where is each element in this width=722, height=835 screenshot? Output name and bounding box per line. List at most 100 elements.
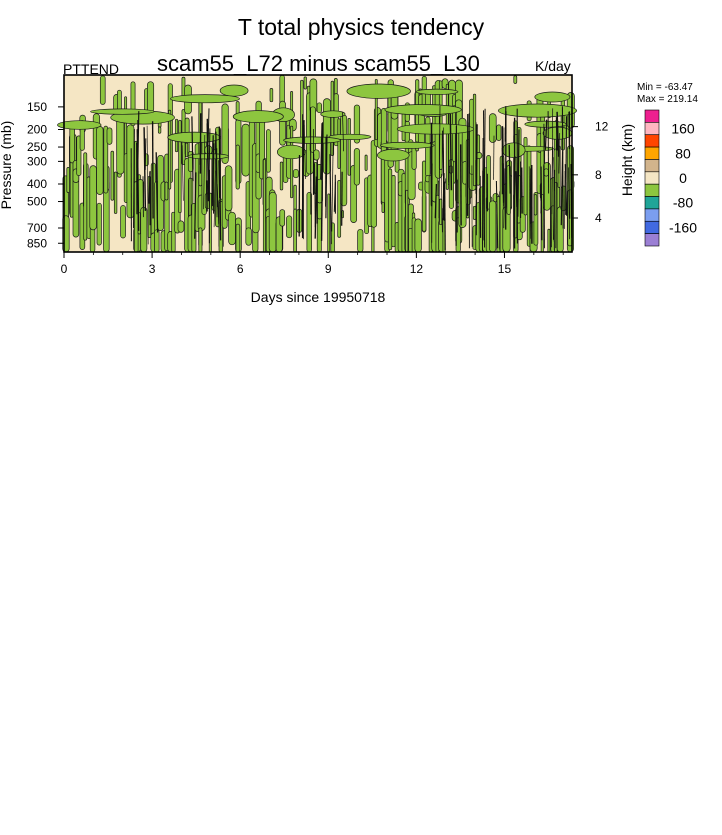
negative-patch xyxy=(280,162,283,190)
colorbar-swatch xyxy=(645,147,659,159)
negative-patch xyxy=(127,125,134,218)
negative-patch xyxy=(246,228,252,246)
negative-patch xyxy=(97,126,104,194)
negative-patch xyxy=(117,115,124,174)
negative-patch xyxy=(155,230,160,252)
negative-patch xyxy=(158,127,161,133)
negative-patch xyxy=(266,130,270,173)
negative-patch xyxy=(294,209,297,252)
y-tick-label: 200 xyxy=(27,122,47,136)
y-axis-label: Pressure (mb) xyxy=(0,121,14,210)
negative-patch xyxy=(165,182,168,200)
negative-patch xyxy=(169,110,171,189)
x-tick-label: 12 xyxy=(410,262,424,276)
negative-patch xyxy=(406,190,408,252)
negative-patch xyxy=(293,169,298,178)
negative-patch xyxy=(328,194,330,252)
negative-patch xyxy=(304,77,307,89)
negative-patch xyxy=(489,201,496,252)
negative-patch xyxy=(290,126,292,198)
y-tick-label: 700 xyxy=(27,221,47,235)
variable-label: PTTEND xyxy=(63,61,119,77)
colorbar-swatch xyxy=(645,159,659,171)
negative-patch xyxy=(270,88,273,101)
colorbar-label: 80 xyxy=(675,145,691,161)
y-axis-right-label: Height (km) xyxy=(619,124,635,196)
negative-patch xyxy=(225,166,232,211)
negative-patch xyxy=(178,221,184,233)
colorbar-swatch xyxy=(645,234,659,246)
colorbar-label: -80 xyxy=(673,195,693,211)
negative-patch xyxy=(416,89,458,94)
chart-title: T total physics tendency xyxy=(0,14,722,41)
negative-patch xyxy=(100,76,105,105)
colorbar-swatch xyxy=(645,184,659,196)
negative-patch xyxy=(347,84,411,98)
negative-patch xyxy=(233,111,283,123)
negative-patch xyxy=(548,229,550,252)
y-right-tick-label: 8 xyxy=(595,168,602,182)
negative-patch xyxy=(380,142,434,148)
negative-patch xyxy=(147,82,153,113)
negative-patch xyxy=(321,111,345,118)
y-tick-label: 500 xyxy=(27,195,47,209)
negative-patch xyxy=(385,105,461,115)
negative-patch xyxy=(236,224,240,252)
units-label: K/day xyxy=(535,58,571,74)
negative-patch xyxy=(91,109,154,114)
contour-line xyxy=(483,138,484,244)
negative-patch xyxy=(371,140,377,227)
max-label: Max = 219.14 xyxy=(637,94,698,105)
negative-patch xyxy=(317,103,322,113)
negative-patch xyxy=(111,151,114,200)
negative-patch xyxy=(557,207,563,252)
colorbar-swatch xyxy=(645,197,659,209)
negative-patch xyxy=(97,203,101,245)
colorbar-label: 160 xyxy=(671,121,695,137)
negative-patch xyxy=(365,155,367,171)
contour-line xyxy=(544,124,545,249)
negative-patch xyxy=(314,150,320,160)
contour-line xyxy=(432,164,433,243)
negative-patch xyxy=(236,145,240,189)
negative-patch xyxy=(544,169,549,176)
colorbar-swatch xyxy=(645,172,659,184)
negative-patch xyxy=(377,149,409,161)
negative-patch xyxy=(348,118,351,175)
y-tick-label: 250 xyxy=(27,140,47,154)
negative-patch xyxy=(334,78,337,94)
negative-patch xyxy=(284,137,341,144)
negative-patch xyxy=(514,76,517,84)
negative-patch xyxy=(440,199,442,225)
negative-patch xyxy=(354,148,359,185)
contour-line xyxy=(480,176,481,238)
x-tick-label: 3 xyxy=(149,262,156,276)
negative-patch xyxy=(489,114,496,143)
negative-patch xyxy=(497,125,501,141)
negative-patch xyxy=(287,216,292,238)
min-label: Min = -63.47 xyxy=(637,82,693,93)
y-tick-label: 300 xyxy=(27,154,47,168)
negative-patch xyxy=(186,143,188,157)
y-tick-label: 850 xyxy=(27,236,47,250)
negative-patch xyxy=(171,95,240,103)
contour-line xyxy=(153,121,154,218)
contour-line xyxy=(200,124,201,164)
negative-patch xyxy=(535,92,570,102)
negative-patch xyxy=(141,207,147,252)
negative-patch xyxy=(446,84,448,189)
negative-patch xyxy=(199,228,202,252)
y-tick-label: 400 xyxy=(27,177,47,191)
x-tick-label: 0 xyxy=(61,262,68,276)
colorbar-swatch xyxy=(645,221,659,233)
contour-line xyxy=(548,111,549,193)
negative-patch xyxy=(388,169,391,250)
negative-patch xyxy=(358,229,363,252)
negative-patch xyxy=(415,219,422,252)
colorbar-label: -160 xyxy=(669,220,697,236)
negative-patch xyxy=(114,172,117,214)
negative-patch xyxy=(229,212,236,245)
negative-patch xyxy=(338,119,340,169)
x-tick-label: 15 xyxy=(498,262,512,276)
